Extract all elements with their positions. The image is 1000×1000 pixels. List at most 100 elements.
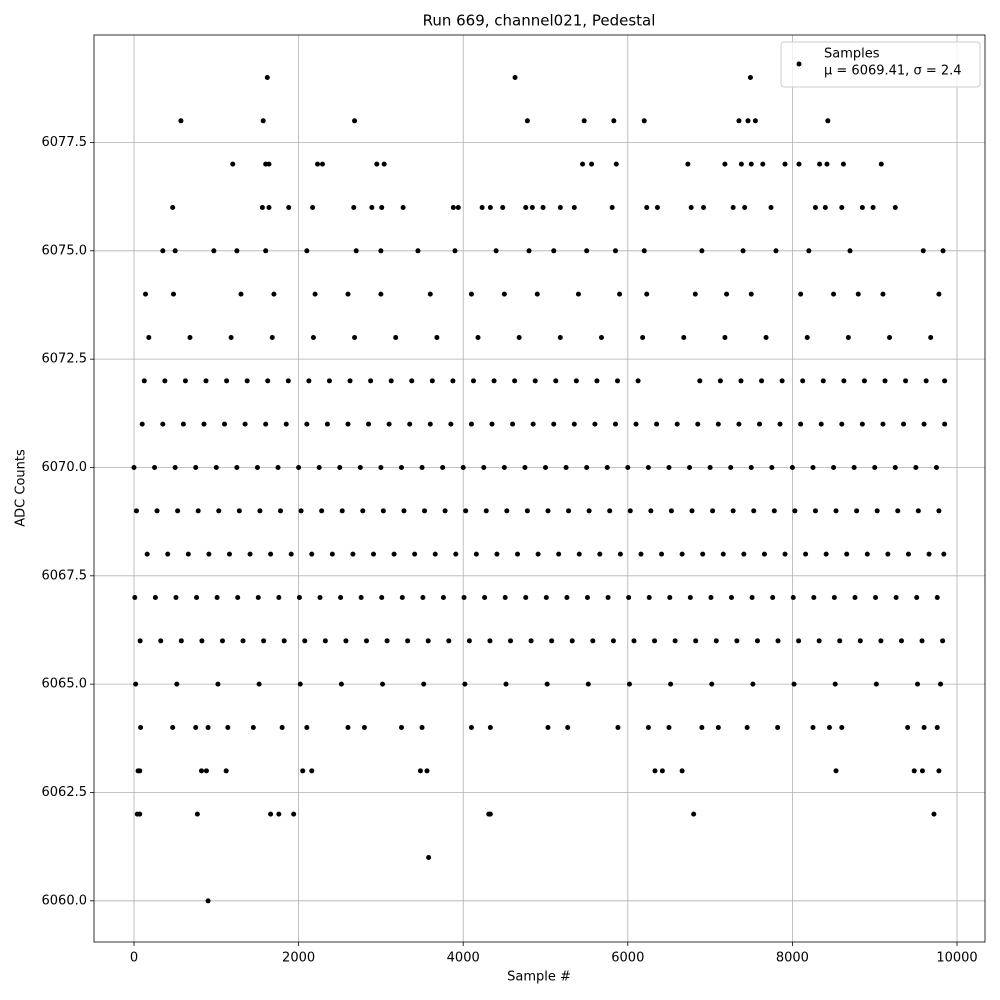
point	[791, 681, 797, 687]
y-axis-label: ADC Counts	[14, 449, 29, 527]
point	[440, 464, 446, 470]
point	[266, 204, 272, 210]
point	[424, 768, 430, 774]
point	[380, 508, 386, 514]
x-tick-label: 4000	[447, 951, 480, 966]
point	[880, 291, 886, 297]
y-tick-label: 6062.5	[42, 785, 88, 800]
legend: Samples μ = 6069.41, σ = 2.4	[780, 41, 981, 88]
point	[730, 204, 736, 210]
point	[225, 724, 231, 730]
point	[508, 638, 514, 644]
point	[831, 291, 837, 297]
point	[730, 508, 736, 514]
point	[391, 551, 397, 557]
point	[304, 724, 310, 730]
point	[296, 594, 302, 600]
point	[817, 161, 823, 167]
point	[415, 248, 421, 254]
point	[652, 768, 658, 774]
point	[398, 464, 404, 470]
point	[133, 508, 139, 514]
point	[584, 594, 590, 600]
point	[936, 768, 942, 774]
point	[195, 508, 201, 514]
point	[350, 551, 356, 557]
point	[798, 291, 804, 297]
point	[923, 378, 929, 384]
point	[381, 161, 387, 167]
point	[617, 291, 623, 297]
point	[235, 594, 241, 600]
point	[501, 291, 507, 297]
point	[571, 204, 577, 210]
point	[941, 551, 947, 557]
point	[782, 161, 788, 167]
point	[811, 594, 817, 600]
point	[870, 204, 876, 210]
point	[592, 421, 598, 427]
point	[852, 594, 858, 600]
point	[563, 464, 569, 470]
point	[672, 638, 678, 644]
point	[138, 724, 144, 730]
point	[512, 378, 518, 384]
point	[175, 508, 181, 514]
point	[728, 464, 734, 470]
point	[679, 768, 685, 774]
point	[803, 551, 809, 557]
point	[605, 594, 611, 600]
point	[689, 508, 695, 514]
point	[448, 421, 454, 427]
y-tick-label: 6077.5	[42, 135, 88, 150]
point	[172, 464, 178, 470]
point	[882, 378, 888, 384]
point	[468, 421, 474, 427]
x-axis-label: Sample #	[507, 970, 571, 985]
point	[386, 421, 392, 427]
point	[590, 638, 596, 644]
point	[236, 508, 242, 514]
point	[244, 378, 250, 384]
point	[589, 161, 595, 167]
point	[782, 551, 788, 557]
point	[263, 421, 269, 427]
point	[401, 508, 407, 514]
point	[427, 291, 433, 297]
point	[878, 161, 884, 167]
point	[337, 464, 343, 470]
point	[316, 464, 322, 470]
point	[353, 248, 359, 254]
point	[844, 551, 850, 557]
point	[535, 551, 541, 557]
point	[679, 551, 685, 557]
point	[796, 638, 802, 644]
point	[938, 681, 944, 687]
point	[921, 724, 927, 730]
point	[170, 204, 176, 210]
point	[279, 724, 285, 730]
point	[479, 204, 485, 210]
point	[934, 724, 940, 730]
point	[242, 421, 248, 427]
point	[641, 248, 647, 254]
point	[872, 464, 878, 470]
point	[740, 248, 746, 254]
point	[543, 464, 549, 470]
point	[137, 638, 143, 644]
point	[833, 508, 839, 514]
point	[223, 768, 229, 774]
point	[291, 811, 297, 817]
point	[512, 74, 518, 80]
point	[345, 724, 351, 730]
point	[526, 248, 532, 254]
point	[269, 334, 275, 340]
point	[644, 291, 650, 297]
point	[934, 594, 940, 600]
y-tick-label: 6072.5	[42, 352, 88, 367]
point	[645, 464, 651, 470]
point	[523, 594, 529, 600]
point	[832, 681, 838, 687]
point	[281, 638, 287, 644]
point	[837, 638, 843, 644]
